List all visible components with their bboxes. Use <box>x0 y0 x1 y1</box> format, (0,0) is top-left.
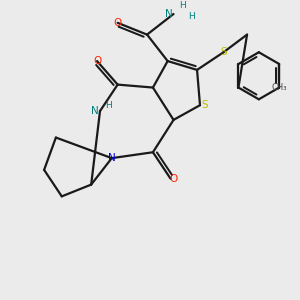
Text: O: O <box>169 174 178 184</box>
Text: H: H <box>188 13 195 22</box>
Text: S: S <box>201 100 208 110</box>
Text: H: H <box>180 1 186 10</box>
Text: H: H <box>105 101 112 110</box>
Text: N: N <box>165 9 173 19</box>
Text: N: N <box>108 153 116 163</box>
Text: O: O <box>93 56 101 66</box>
Text: S: S <box>220 47 227 57</box>
Text: CH₃: CH₃ <box>272 83 287 92</box>
Text: N: N <box>91 106 99 116</box>
Text: O: O <box>113 18 122 28</box>
